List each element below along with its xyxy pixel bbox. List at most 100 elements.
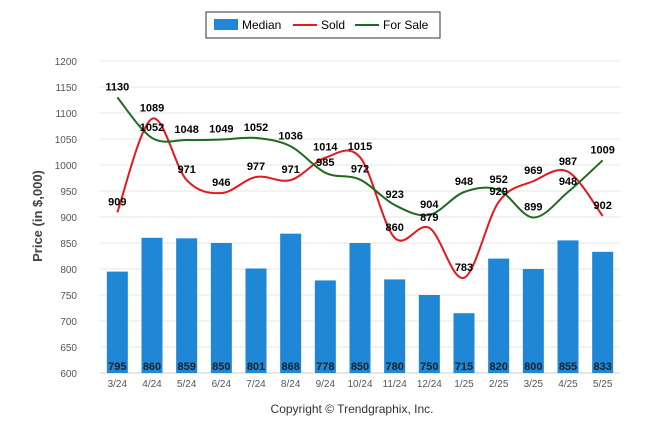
copyright-text: Copyright © Trendgraphix, Inc.: [271, 402, 434, 416]
for-sale-value-label: 1049: [209, 124, 233, 136]
y-tick-label: 1000: [55, 161, 78, 172]
median-bars: [106, 233, 614, 373]
median-bar: [522, 269, 544, 373]
y-tick-label: 850: [60, 239, 77, 250]
y-tick-label: 1150: [55, 83, 77, 94]
median-bar-label: 820: [489, 361, 507, 373]
legend: Median Sold For Sale: [205, 11, 441, 39]
median-bar: [210, 243, 232, 373]
y-tick-label: 800: [60, 265, 77, 276]
legend-label-median: Median: [242, 18, 281, 32]
for-sale-value-label: 1048: [174, 124, 198, 136]
for-sale-value-label: 1130: [105, 81, 129, 93]
x-tick-label: 1/25: [454, 379, 474, 390]
median-bar-label: 860: [143, 361, 161, 373]
x-tick-label: 12/24: [417, 379, 442, 390]
median-bar-label: 859: [177, 361, 195, 373]
median-bar-label: 780: [385, 361, 403, 373]
x-tick-label: 2/25: [489, 379, 509, 390]
median-bar-label: 850: [212, 361, 230, 373]
median-bar: [106, 271, 128, 373]
median-bar-label: 833: [593, 361, 611, 373]
for-sale-value-label: 904: [420, 199, 439, 211]
median-bar: [245, 268, 267, 373]
median-bar: [453, 313, 475, 373]
median-bar: [418, 295, 440, 373]
x-tick-label: 10/24: [347, 379, 372, 390]
for-sale-value-label: 923: [385, 189, 403, 201]
sold-line: [116, 117, 604, 279]
y-tick-label: 600: [60, 369, 77, 380]
series-lines: [116, 96, 604, 279]
median-bar-label: 868: [281, 361, 299, 373]
sold-value-label: 909: [108, 196, 126, 208]
for-sale-value-label: 948: [455, 176, 473, 188]
median-bar: [384, 279, 406, 373]
x-tick-label: 3/25: [524, 379, 544, 390]
x-tick-label: 5/24: [177, 379, 197, 390]
y-tick-label: 900: [60, 213, 77, 224]
x-tick-label: 8/24: [281, 379, 301, 390]
for-sale-value-label: 1052: [244, 122, 268, 134]
for-sale-line: [116, 96, 604, 219]
for-sale-value-label: 1036: [278, 130, 302, 142]
median-bar-label: 850: [351, 361, 369, 373]
median-bar-label: 750: [420, 361, 438, 373]
median-bar-label: 715: [455, 361, 473, 373]
legend-swatch-median: [214, 19, 238, 30]
y-tick-label: 700: [60, 317, 77, 328]
for-sale-value-label: 985: [316, 157, 334, 169]
median-bar: [557, 240, 579, 373]
sold-value-label: 977: [247, 161, 265, 173]
median-bar-label: 855: [559, 361, 577, 373]
x-tick-label: 7/24: [246, 379, 266, 390]
sold-value-label: 860: [385, 222, 403, 234]
for-sale-value-label: 948: [559, 176, 577, 188]
for-sale-value-label: 972: [351, 164, 369, 176]
median-bar: [314, 280, 336, 373]
y-tick-label: 1050: [55, 135, 78, 146]
sold-value-label: 902: [593, 200, 611, 212]
y-tick-label: 750: [60, 291, 77, 302]
sold-value-label: 783: [455, 262, 473, 274]
x-axis-ticks: 3/24 4/24 5/24 6/24 7/24 8/24 9/24 10/24 11/24 12…: [108, 379, 613, 390]
legend-label-for-sale: For Sale: [383, 18, 429, 32]
x-tick-label: 5/25: [593, 379, 613, 390]
y-axis-ticks: 600 650 700 750 800 850 900 950 1000 1050 1100 1150…: [55, 57, 78, 380]
median-bar: [141, 237, 163, 373]
y-axis-label: Price (in $,000): [30, 170, 45, 262]
sold-value-label: 969: [524, 165, 542, 177]
median-bar: [349, 243, 371, 373]
y-tick-label: 950: [60, 187, 77, 198]
legend-box: [205, 11, 441, 39]
x-tick-label: 11/24: [383, 379, 408, 390]
for-sale-value-label: 952: [489, 174, 507, 186]
for-sale-value-label: 1009: [590, 144, 614, 156]
for-sale-value-label: 1052: [140, 122, 164, 134]
median-bar: [280, 233, 302, 373]
median-bar: [176, 238, 198, 373]
median-bar-label: 778: [316, 361, 334, 373]
for-sale-value-label: 899: [524, 202, 542, 214]
legend-label-sold: Sold: [321, 18, 345, 32]
sold-value-label: 971: [281, 164, 299, 176]
sold-value-label: 946: [212, 177, 230, 189]
y-tick-label: 650: [60, 343, 77, 354]
sold-value-label: 1089: [140, 103, 164, 115]
x-tick-label: 6/24: [212, 379, 232, 390]
median-bar-label: 795: [108, 361, 126, 373]
sold-value-label: 987: [559, 156, 577, 168]
x-tick-label: 9/24: [316, 379, 336, 390]
sold-value-label: 971: [177, 164, 195, 176]
median-bar-labels: 795 860 859 850 801 868 778 850 780 750 715 820 800 8…: [108, 361, 612, 373]
median-bar: [488, 258, 510, 373]
median-bar-label: 801: [247, 361, 265, 373]
y-tick-label: 1200: [55, 57, 78, 68]
x-tick-label: 3/24: [108, 379, 128, 390]
sold-value-label: 879: [420, 212, 438, 224]
sold-value-label: 929: [489, 186, 507, 198]
sold-value-label: 1015: [348, 141, 372, 153]
y-tick-label: 1100: [55, 109, 77, 120]
